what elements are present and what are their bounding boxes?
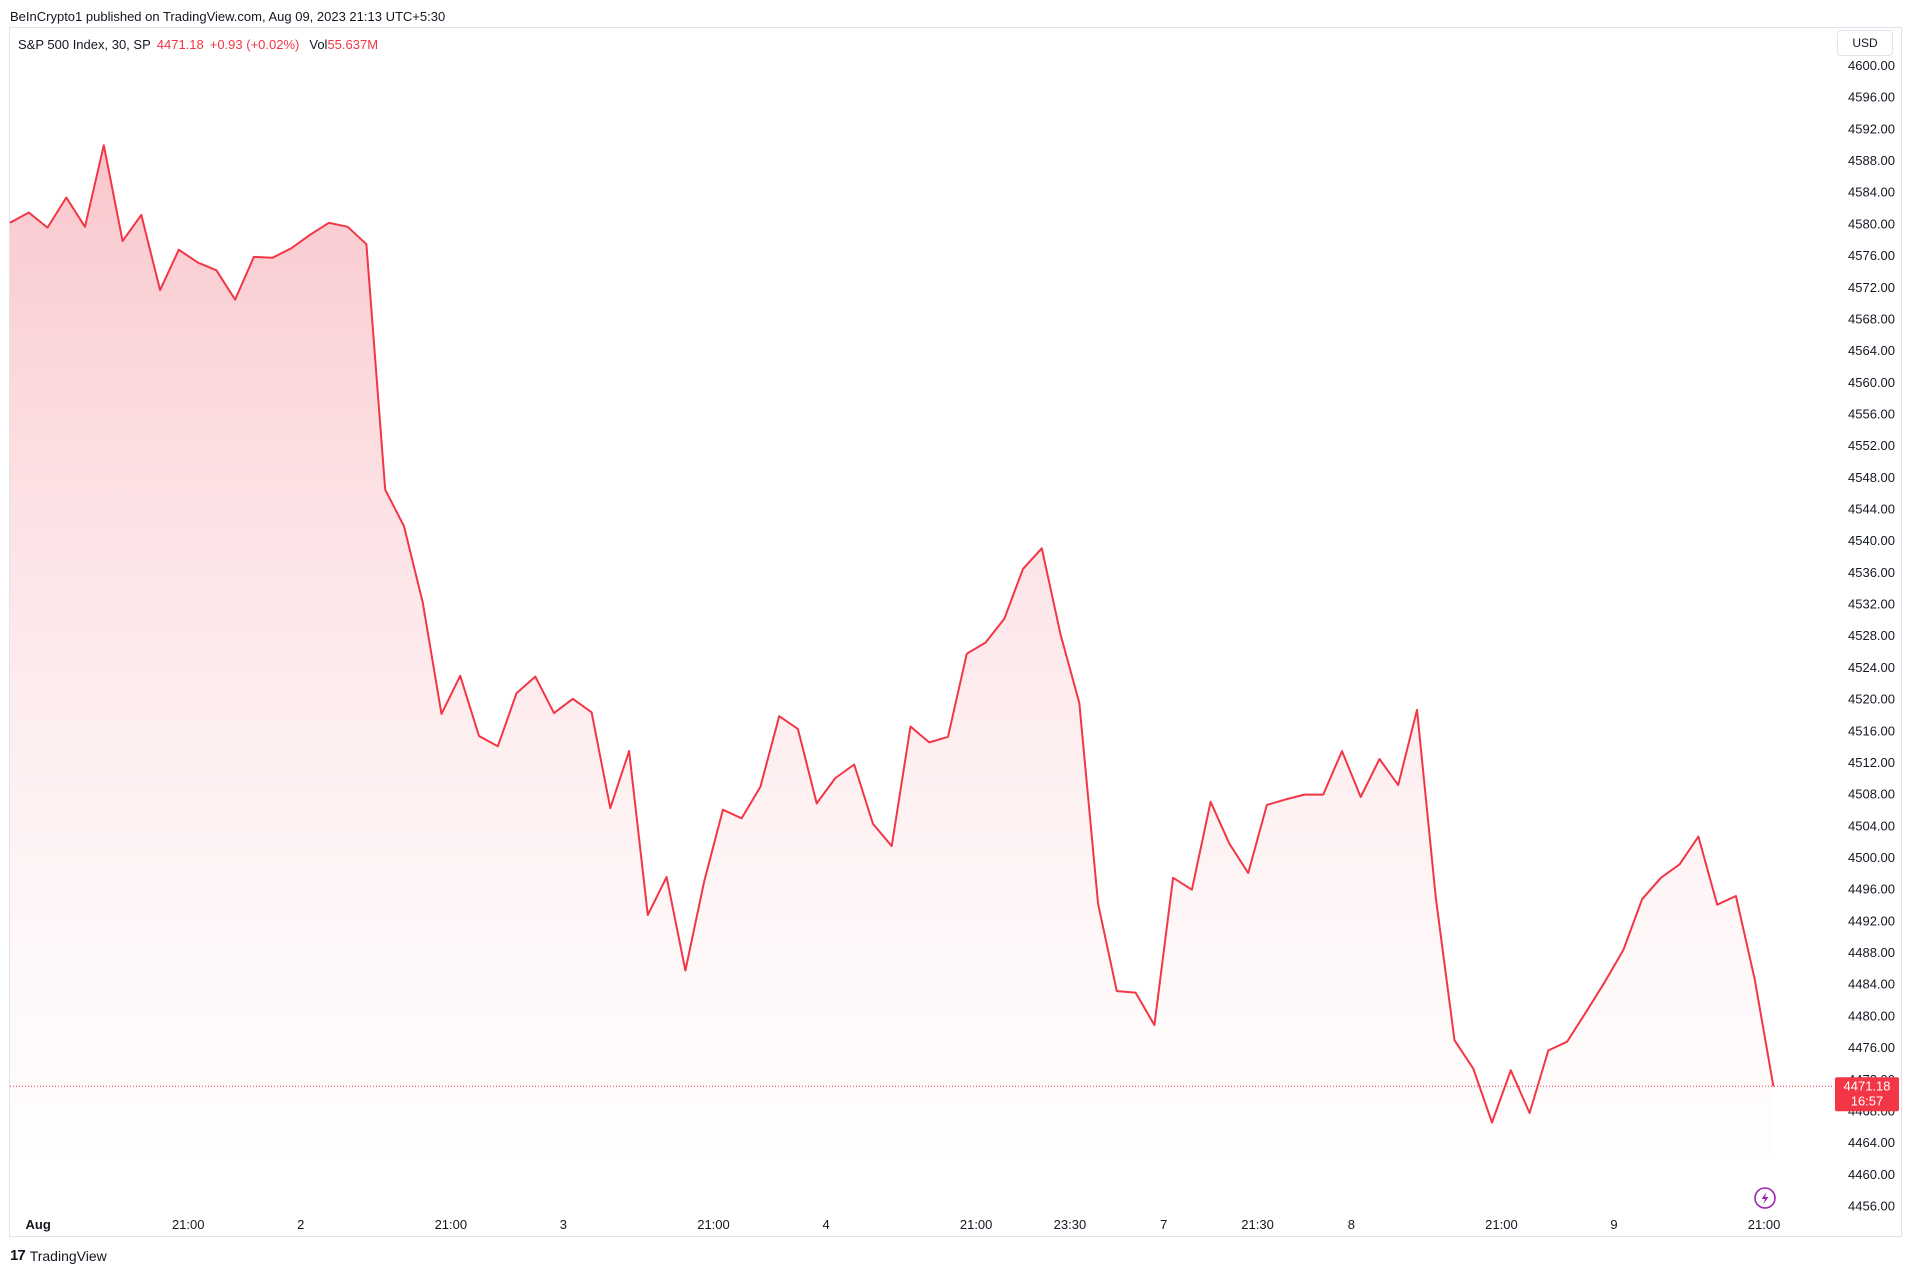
y-tick-label: 4564.00 <box>1848 343 1895 358</box>
x-tick-label: 8 <box>1348 1217 1355 1232</box>
x-tick-label: 21:00 <box>960 1217 993 1232</box>
y-tick-label: 4496.00 <box>1848 882 1895 897</box>
y-tick-label: 4596.00 <box>1848 90 1895 105</box>
x-tick-label: 21:00 <box>697 1217 730 1232</box>
y-tick-label: 4504.00 <box>1848 818 1895 833</box>
y-tick-label: 4548.00 <box>1848 470 1895 485</box>
y-tick-label: 4484.00 <box>1848 977 1895 992</box>
price-area-fill <box>10 145 1774 1160</box>
y-tick-label: 4584.00 <box>1848 185 1895 200</box>
y-tick-label: 4460.00 <box>1848 1167 1895 1182</box>
y-tick-label: 4544.00 <box>1848 502 1895 517</box>
y-axis[interactable]: 4600.00 4596.00 4592.00 4588.00 4584.00 4580.… <box>1848 58 1895 1213</box>
price-change: +0.93 (+0.02%) <box>209 37 300 52</box>
y-tick-label: 4500.00 <box>1848 850 1895 865</box>
tradingview-logo-icon: 17 <box>10 1247 26 1264</box>
chart-pane[interactable] <box>9 27 1902 1237</box>
y-tick-label: 4528.00 <box>1848 628 1895 643</box>
y-tick-label: 4480.00 <box>1848 1008 1895 1023</box>
x-tick-label: 21:00 <box>1748 1217 1781 1232</box>
volume-label: Vol <box>309 37 328 52</box>
y-tick-label: 4568.00 <box>1848 311 1895 326</box>
y-tick-label: 4520.00 <box>1848 692 1895 707</box>
y-tick-label: 4560.00 <box>1848 375 1895 390</box>
y-tick-label: 4512.00 <box>1848 755 1895 770</box>
y-tick-label: 4552.00 <box>1848 438 1895 453</box>
last-price: 4471.18 <box>156 37 204 52</box>
x-tick-label: 21:00 <box>172 1217 205 1232</box>
x-tick-label: 23:30 <box>1054 1217 1087 1232</box>
y-tick-label: 4508.00 <box>1848 787 1895 802</box>
y-tick-label: 4488.00 <box>1848 945 1895 960</box>
y-tick-label: 4592.00 <box>1848 121 1895 136</box>
x-tick-label: 4 <box>822 1217 829 1232</box>
chart-legend: S&P 500 Index, 30, SP 4471.18 +0.93 (+0.… <box>18 37 378 52</box>
y-tick-label: 4456.00 <box>1848 1198 1895 1213</box>
symbol-title[interactable]: S&P 500 Index, 30, SP <box>18 37 151 52</box>
y-tick-label: 4588.00 <box>1848 153 1895 168</box>
price-line <box>9 144 1775 1124</box>
x-tick-label: 21:00 <box>435 1217 468 1232</box>
brand-name: TradingView <box>29 1247 107 1264</box>
y-tick-label: 4600.00 <box>1848 58 1895 73</box>
lightning-icon[interactable] <box>1754 1187 1776 1209</box>
x-tick-label: 9 <box>1610 1217 1617 1232</box>
price-badge-value: 4471.18 <box>1844 1078 1891 1093</box>
y-tick-label: 4464.00 <box>1848 1135 1895 1150</box>
y-tick-label: 4540.00 <box>1848 533 1895 548</box>
y-tick-label: 4536.00 <box>1848 565 1895 580</box>
x-tick-label: 21:00 <box>1485 1217 1518 1232</box>
x-axis[interactable]: Aug 21:00 2 21:00 3 21:00 4 21:00 23:30 7 21:30 8 21… <box>25 1217 1780 1232</box>
y-tick-label: 4532.00 <box>1848 597 1895 612</box>
tradingview-brand[interactable]: 17 TradingView <box>10 1247 107 1264</box>
y-tick-label: 4580.00 <box>1848 216 1895 231</box>
y-tick-label: 4476.00 <box>1848 1040 1895 1055</box>
x-tick-label: 3 <box>560 1217 567 1232</box>
y-tick-label: 4572.00 <box>1848 280 1895 295</box>
y-tick-label: 4516.00 <box>1848 723 1895 738</box>
price-badge-countdown: 16:57 <box>1851 1093 1884 1108</box>
x-tick-label: 2 <box>297 1217 304 1232</box>
y-tick-label: 4556.00 <box>1848 406 1895 421</box>
price-badge: 4471.18 16:57 <box>1835 1077 1899 1112</box>
y-tick-label: 4492.00 <box>1848 913 1895 928</box>
x-tick-label: Aug <box>25 1217 50 1232</box>
y-tick-label: 4576.00 <box>1848 248 1895 263</box>
x-tick-label: 21:30 <box>1241 1217 1274 1232</box>
currency-button[interactable]: USD <box>1837 30 1893 56</box>
y-tick-label: 4524.00 <box>1848 660 1895 675</box>
volume-value: 55.637M <box>327 37 379 52</box>
x-tick-label: 7 <box>1160 1217 1167 1232</box>
publish-info: BeInCrypto1 published on TradingView.com… <box>10 9 446 24</box>
